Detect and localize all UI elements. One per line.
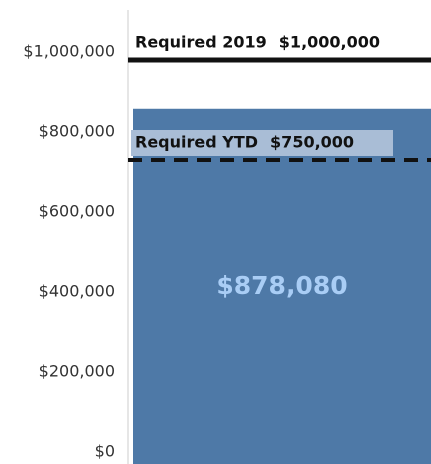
y-tick-label: $1,000,000	[23, 42, 115, 61]
value-label: $878,080	[216, 271, 347, 300]
bar	[133, 108, 431, 464]
reference-label: Required YTD	[135, 133, 258, 152]
y-tick-label: $800,000	[39, 122, 115, 141]
reference-value-label: $1,000,000	[279, 33, 380, 52]
reference-label-bg	[131, 130, 393, 156]
y-tick-label: $600,000	[39, 202, 115, 221]
y-tick-label: $0	[95, 442, 115, 461]
y-tick-label: $200,000	[39, 362, 115, 381]
reference-label: Required 2019	[135, 33, 267, 52]
reference-value-label: $750,000	[270, 133, 354, 152]
y-tick-label: $400,000	[39, 282, 115, 301]
